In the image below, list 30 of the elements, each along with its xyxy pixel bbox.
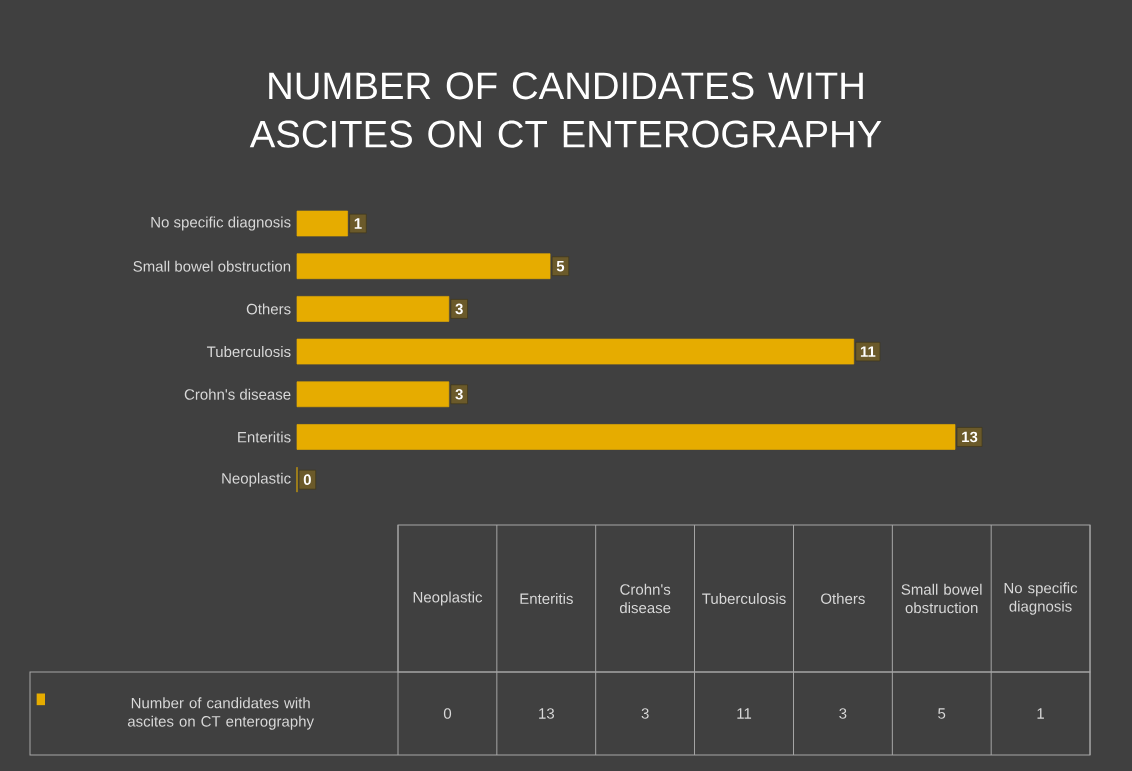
data-label: 5 [556, 260, 565, 272]
data-label: 3 [455, 388, 463, 400]
y-tick-label: Enteritis [238, 431, 291, 443]
category-label: Enteritis [520, 592, 573, 605]
y-tick-label: No specific diagnosis [151, 216, 291, 231]
data-label: 1 [354, 218, 362, 229]
text: 1 [1037, 708, 1044, 719]
data-label: 11 [860, 346, 876, 357]
text: 13 [539, 708, 555, 719]
y-tick-label: Neoplastic [222, 472, 291, 487]
y-tick-label: Small bowel obstruction [133, 260, 291, 272]
y-tick-label: Others [246, 303, 291, 315]
y-tick-label: Tuberculosis [206, 346, 291, 358]
chart-title: NUMBER OF CANDIDATES WITH ASCITES ON CT ENTEROGRAPHY [249, 72, 882, 148]
category-label: No specific diagnosis [1004, 582, 1078, 615]
category-label: Small bowel obstruction [901, 583, 982, 614]
text: 11 [737, 708, 752, 719]
category-label: Tuberculosis [702, 592, 786, 605]
text: 5 [938, 708, 946, 719]
data-label: 3 [455, 303, 463, 315]
category-label: Crohn's disease [619, 583, 671, 614]
text: 0 [443, 708, 452, 719]
text: 3 [641, 708, 649, 719]
data-label: 13 [962, 431, 978, 443]
category-label: Others [821, 592, 865, 605]
y-tick-label: Crohn's disease [184, 388, 291, 400]
text: Number of candidates with ascites on CT enterography [127, 697, 314, 730]
category-label: Neoplastic [413, 591, 483, 606]
text: 3 [839, 708, 847, 719]
data-label: 0 [303, 474, 311, 485]
